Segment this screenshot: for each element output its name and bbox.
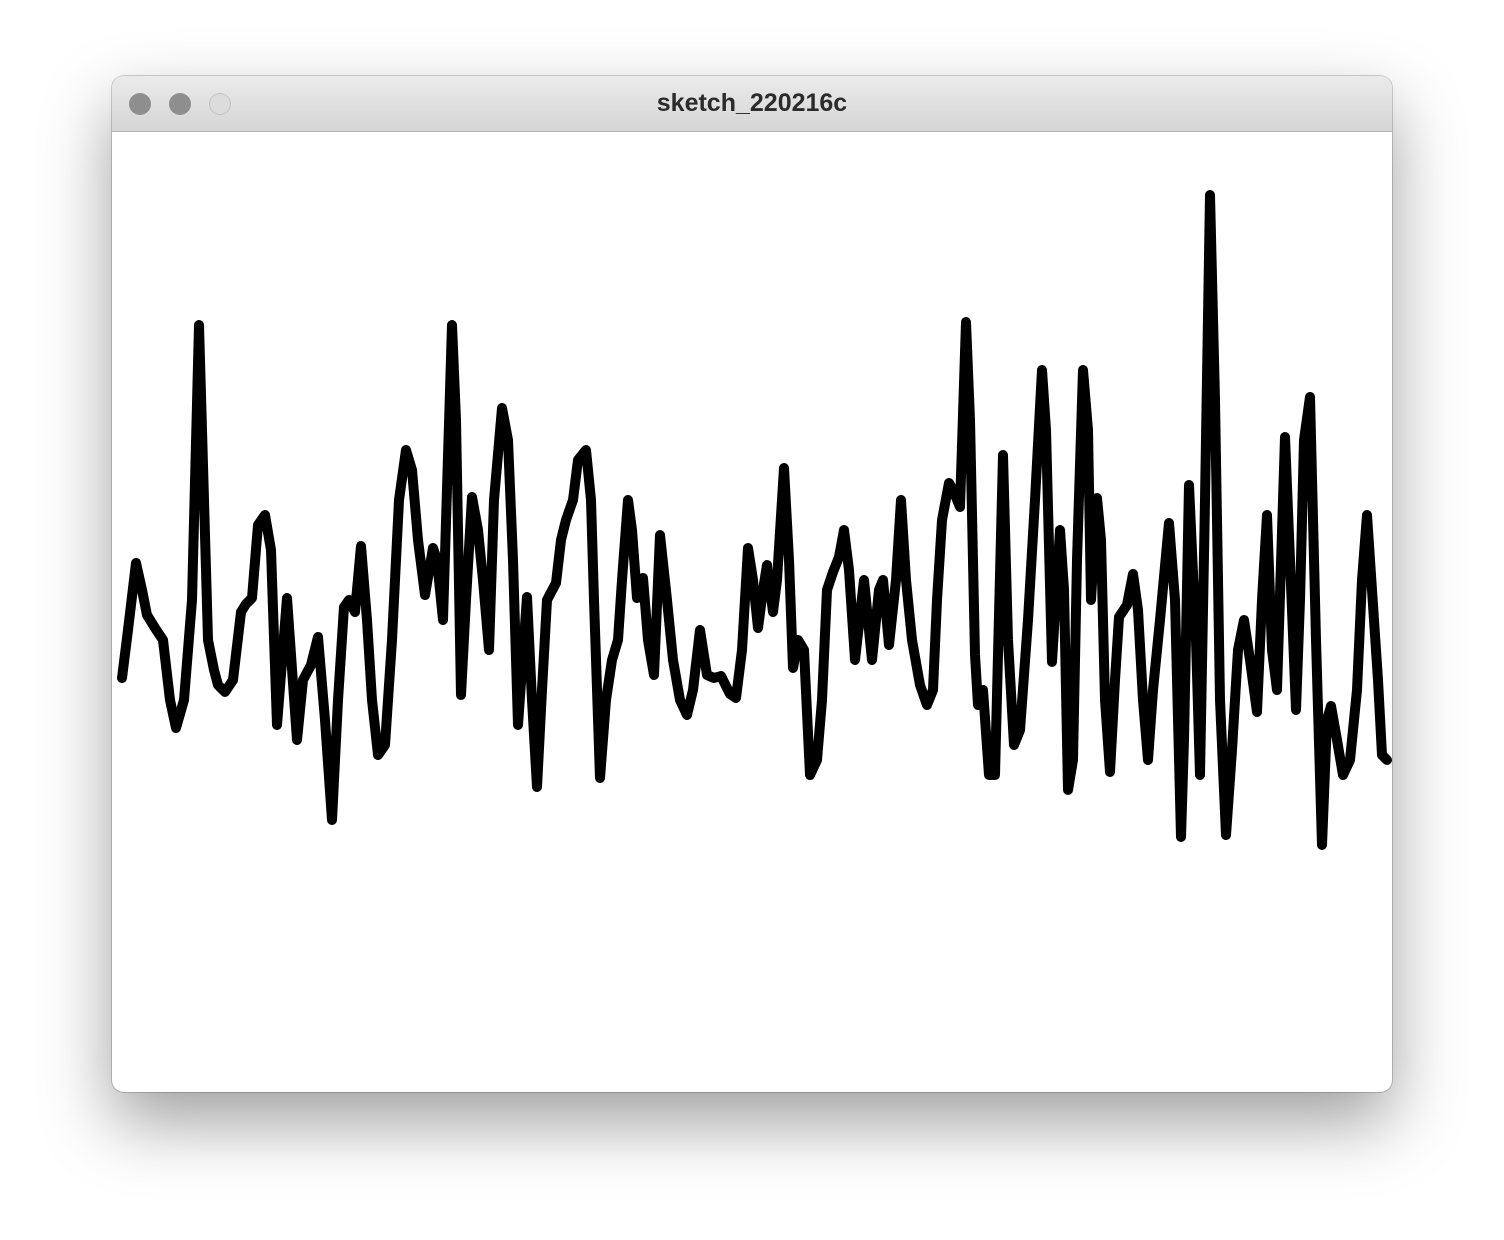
close-button[interactable] <box>129 93 151 115</box>
sketch-canvas <box>117 190 1392 850</box>
noise-wave <box>117 190 1392 850</box>
minimize-button[interactable] <box>169 93 191 115</box>
title-bar: sketch_220216c <box>112 76 1392 132</box>
zoom-button[interactable] <box>209 93 231 115</box>
app-window: sketch_220216c <box>112 76 1392 1092</box>
window-title: sketch_220216c <box>656 89 848 117</box>
